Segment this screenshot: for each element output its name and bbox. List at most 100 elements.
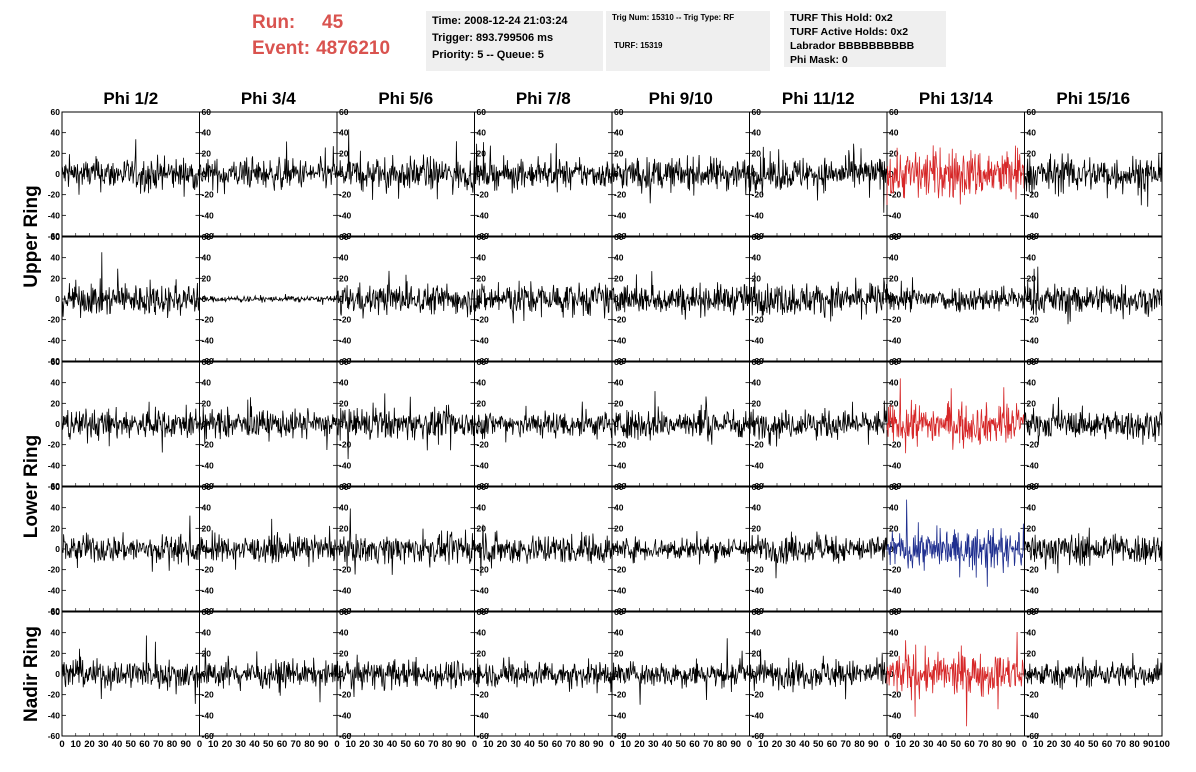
- y-tick-label: -20: [477, 440, 490, 450]
- run-label: Run:: [252, 12, 296, 33]
- y-tick-label: -60: [889, 731, 902, 741]
- y-tick-label: 20: [202, 148, 212, 158]
- y-tick-label: -40: [477, 335, 490, 345]
- x-tick-label: 10: [895, 739, 906, 750]
- x-tick-label: 70: [153, 739, 164, 750]
- y-tick-label: 20: [752, 648, 762, 658]
- y-tick-label: 60: [51, 607, 61, 617]
- y-tick-label: 0: [614, 419, 619, 429]
- column-title: Phi 13/14: [919, 89, 993, 108]
- y-tick-label: 20: [614, 648, 624, 658]
- y-tick-label: 40: [339, 378, 349, 388]
- y-tick-label: 40: [1027, 128, 1037, 138]
- y-tick-label: -60: [752, 481, 765, 491]
- trig-num-text: Trig Num: 15310 -- Trig Type: RF: [612, 13, 735, 22]
- x-tick-label: 10: [70, 739, 81, 750]
- y-tick-label: -40: [752, 710, 765, 720]
- y-tick-label: 60: [614, 232, 624, 242]
- y-tick-label: 60: [614, 357, 624, 367]
- y-tick-label: 40: [202, 253, 212, 263]
- y-tick-label: -40: [614, 210, 627, 220]
- x-tick-label: 90: [868, 739, 879, 750]
- column-title: Phi 1/2: [103, 89, 158, 108]
- y-tick-label: 60: [752, 107, 762, 117]
- y-tick-label: 0: [889, 669, 894, 679]
- y-tick-label: 0: [339, 669, 344, 679]
- waveform-trace: [61, 252, 200, 319]
- y-tick-label: 40: [889, 628, 899, 638]
- x-tick-label: 50: [813, 739, 824, 750]
- y-tick-label: -20: [752, 690, 765, 700]
- y-tick-label: 40: [614, 378, 624, 388]
- x-tick-label: 50: [400, 739, 411, 750]
- y-tick-label: 60: [889, 232, 899, 242]
- y-tick-label: -20: [614, 190, 627, 200]
- event-value: 4876210: [316, 38, 391, 59]
- x-tick-label: 50: [1088, 739, 1099, 750]
- x-tick-label: 30: [510, 739, 521, 750]
- y-tick-label: 20: [752, 273, 762, 283]
- y-tick-label: -60: [339, 231, 352, 241]
- y-tick-label: -20: [477, 565, 490, 575]
- y-tick-label: 60: [1027, 232, 1037, 242]
- y-tick-label: 60: [752, 482, 762, 492]
- time-text: Time: 2008-12-24 21:03:24: [432, 15, 568, 27]
- run-event-box: Run: 45 Event: 4876210: [252, 10, 390, 62]
- y-tick-label: 40: [51, 128, 61, 138]
- x-tick-label: 30: [1060, 739, 1071, 750]
- x-tick-label: 70: [428, 739, 439, 750]
- turf-active-text: TURF Active Holds: 0x2: [790, 26, 909, 38]
- waveform-trace: [1024, 152, 1163, 207]
- y-tick-label: 0: [477, 544, 482, 554]
- waveform-trace: [749, 272, 888, 322]
- waveform-trace: [474, 656, 613, 694]
- x-tick-label: 60: [139, 739, 150, 750]
- column-title: Phi 9/10: [649, 89, 713, 108]
- waveform-trace: [1024, 652, 1163, 690]
- y-tick-label: -60: [477, 231, 490, 241]
- y-tick-label: 0: [339, 419, 344, 429]
- waveform-trace: [199, 293, 338, 305]
- x-tick-label: 100: [1154, 739, 1170, 750]
- y-tick-label: 0: [55, 169, 60, 179]
- waveform-trace: [886, 499, 1025, 587]
- y-tick-label: -60: [202, 606, 215, 616]
- y-tick-label: -40: [614, 585, 627, 595]
- y-tick-label: 60: [339, 607, 349, 617]
- y-tick-label: 40: [889, 378, 899, 388]
- y-tick-label: -40: [1027, 710, 1040, 720]
- x-tick-label: 60: [1102, 739, 1113, 750]
- y-tick-label: 40: [51, 378, 61, 388]
- x-tick-label: 10: [620, 739, 631, 750]
- y-tick-label: -60: [889, 481, 902, 491]
- x-tick-label: 90: [318, 739, 329, 750]
- x-tick-label: 60: [414, 739, 425, 750]
- y-tick-label: 60: [1027, 482, 1037, 492]
- y-tick-label: -60: [202, 231, 215, 241]
- y-tick-label: -40: [339, 210, 352, 220]
- y-tick-label: 0: [752, 669, 757, 679]
- y-tick-label: 40: [202, 503, 212, 513]
- y-tick-label: 40: [339, 628, 349, 638]
- x-tick-label: 20: [772, 739, 783, 750]
- y-tick-label: 40: [51, 628, 61, 638]
- y-tick-label: 0: [55, 544, 60, 554]
- y-tick-label: -60: [614, 356, 627, 366]
- y-tick-label: -40: [889, 335, 902, 345]
- x-tick-label: 70: [290, 739, 301, 750]
- y-tick-label: 20: [51, 273, 61, 283]
- y-tick-label: 60: [614, 107, 624, 117]
- y-tick-label: 20: [51, 398, 61, 408]
- y-tick-label: -20: [889, 190, 902, 200]
